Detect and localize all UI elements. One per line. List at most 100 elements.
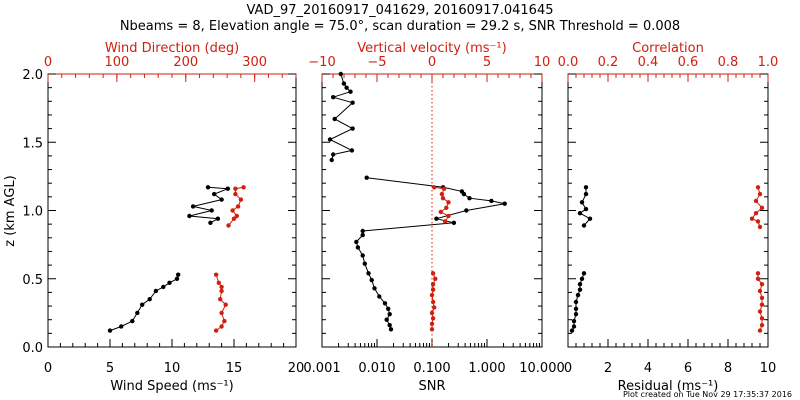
data-point [235,204,241,209]
data-point [464,208,469,213]
x-top-tick-label: 5 [483,55,491,70]
data-point [344,85,349,90]
data-point [429,321,435,326]
data-point [446,200,451,205]
data-point [430,299,436,305]
data-point [439,191,445,197]
data-point [241,185,246,190]
data-point [387,312,392,317]
x-bottom-tick-label: 1.000 [468,361,505,376]
x-top-tick-label: 0.2 [598,55,619,70]
data-point [360,253,365,258]
data-point [573,299,579,305]
data-point [587,216,593,221]
data-point [573,312,579,317]
data-point [579,276,585,281]
data-point [341,81,347,86]
series-line [215,274,227,332]
correlation-axis-label: Correlation [632,41,704,56]
data-point [757,191,763,197]
data-point [187,213,192,219]
data-point [757,309,763,314]
data-point [176,272,181,277]
data-point [386,306,391,311]
x-bottom-tick-label: 15 [226,361,243,376]
data-point [208,220,213,225]
y-tick-label: 0.0 [22,341,43,356]
data-point [219,324,224,329]
data-point [755,185,761,190]
data-point [489,198,494,204]
x-top-tick-label: 300 [242,55,267,70]
series-line [355,234,392,330]
footer-stamp: Plot created on Tue Nov 29 17:35:37 2016 [623,390,792,399]
x-top-tick-label: 10 [534,55,551,70]
data-point [350,126,355,131]
data-point [205,185,211,190]
data-point [429,310,435,316]
data-point [757,288,763,294]
data-point [579,200,585,205]
data-point [430,316,436,321]
data-point [230,208,235,213]
data-point [366,271,371,276]
data-point [349,148,355,153]
data-point [215,216,221,221]
data-point [174,276,180,281]
x-bottom-tick-label: 6 [684,361,692,376]
data-point [430,282,436,287]
data-point [429,327,435,332]
snr-velocity-panel: SNR Vertical velocity (ms⁻¹) 0.001 0.010 0… [303,41,564,394]
data-point [759,302,765,307]
x-top-tick-label: 200 [173,55,198,70]
data-point [119,324,124,329]
series-line [189,186,228,224]
data-point [757,224,763,230]
x-top-tick-label: −5 [367,55,386,70]
data-point [581,223,587,228]
data-point [231,216,237,221]
data-point [327,137,333,142]
data-point [577,211,583,216]
data-point [107,328,113,333]
data-point [569,328,575,333]
figure-title: VAD_97_20160917_041629, 20160917.041645 [247,3,554,18]
data-point [233,186,238,191]
data-point [571,324,577,329]
x-bottom-tick-label: 2 [604,361,612,376]
data-point [583,191,589,197]
x-top-tick-label: −10 [308,55,335,70]
data-point [233,191,238,197]
x-bottom-tick-label: 0 [564,361,572,376]
figure-subtitle: Nbeams = 8, Elevation angle = 75.0°, sca… [120,19,680,34]
data-point [759,323,765,328]
data-point [459,189,465,194]
data-point [213,272,219,277]
data-point [212,191,217,197]
plot-frame [47,73,297,348]
data-point [759,282,765,287]
x-top-tick-label: 100 [104,55,129,70]
data-point [444,205,449,210]
data-point [502,201,507,206]
data-point [135,310,140,316]
data-point [430,271,436,276]
x-bottom-tick-label: 0.001 [303,361,340,376]
data-point [432,185,437,190]
data-point [218,297,223,302]
data-point [354,239,359,245]
data-point [755,276,761,281]
x-bottom-tick-label: 20 [288,361,305,376]
data-point [213,328,219,333]
data-point [360,228,365,234]
data-point [577,287,583,292]
data-point [755,271,761,276]
data-point [225,186,230,191]
data-point [573,306,579,311]
data-point [429,292,435,298]
x-top-tick-label: 0.0 [558,55,579,70]
data-point [467,196,472,201]
data-point [190,204,196,209]
x-top-tick-label: 0.8 [718,55,739,70]
data-point [332,116,337,122]
